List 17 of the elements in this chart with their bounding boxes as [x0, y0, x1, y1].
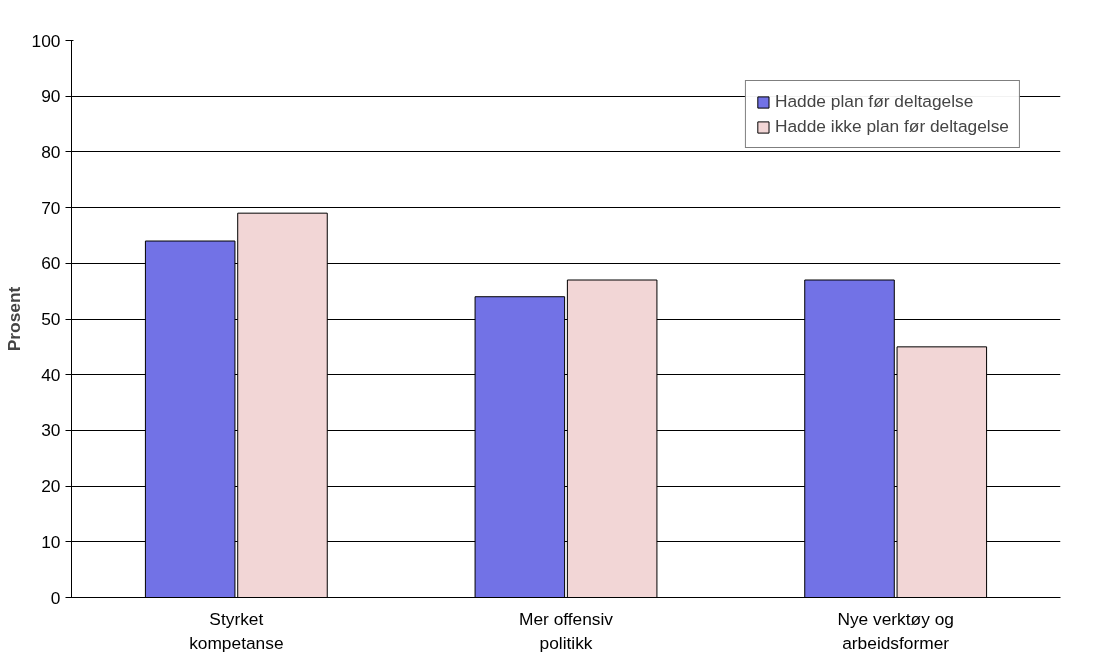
y-tick-label: 10 [41, 531, 61, 552]
y-tick-label: 80 [41, 141, 61, 162]
y-tick-label: 70 [41, 197, 61, 218]
x-tick-label: Styrket kompetanse [189, 608, 284, 653]
y-tick-label: 60 [41, 253, 61, 274]
y-tick-label: 90 [41, 86, 61, 107]
y-tick-label: 40 [41, 364, 61, 385]
x-tick-label: Mer offensiv politikk [518, 608, 614, 653]
legend-label: Hadde ikke plan før deltagelse [774, 116, 1009, 137]
y-tick-label: 20 [41, 476, 61, 497]
y-tick-label: 50 [41, 309, 61, 329]
y-tick-label: 100 [31, 30, 61, 51]
y-tick-label: 30 [41, 420, 61, 441]
legend-label: Hadde plan før deltagelse [774, 91, 974, 112]
x-tick-label: Nye verktøy og arbeidsformer [837, 608, 954, 653]
y-axis-title: Prosent [3, 286, 24, 352]
y-tick-label: 0 [50, 587, 61, 608]
